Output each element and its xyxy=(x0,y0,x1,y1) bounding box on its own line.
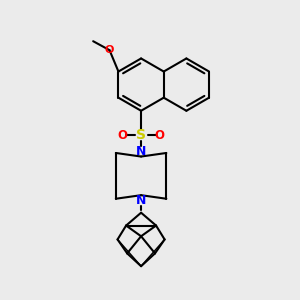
Text: S: S xyxy=(136,128,146,142)
Text: O: O xyxy=(118,129,128,142)
Text: O: O xyxy=(154,129,164,142)
Text: N: N xyxy=(136,145,146,158)
Text: O: O xyxy=(105,45,114,55)
Text: N: N xyxy=(136,194,146,207)
